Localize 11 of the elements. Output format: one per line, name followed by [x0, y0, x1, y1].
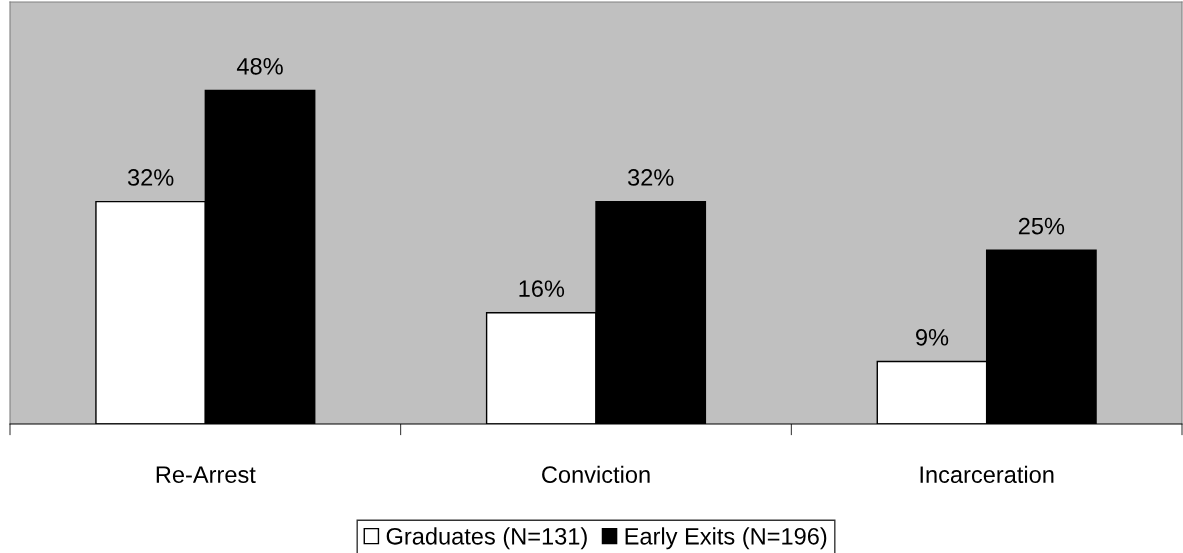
legend-label: Graduates (N=131) [386, 527, 587, 550]
x-tick-label: Conviction [542, 465, 650, 484]
data-label: 32% [627, 169, 674, 186]
data-label: 48% [236, 57, 283, 75]
data-label: 16% [519, 280, 565, 298]
data-label: 32% [127, 169, 174, 186]
x-tick-label: Re-Arrest [156, 466, 256, 484]
data-label: 9% [916, 328, 949, 346]
x-tick-label: Incarceration [920, 465, 1054, 484]
data-label: 25% [1018, 217, 1065, 235]
legend-label: Early Exits (N=196) [625, 527, 827, 550]
